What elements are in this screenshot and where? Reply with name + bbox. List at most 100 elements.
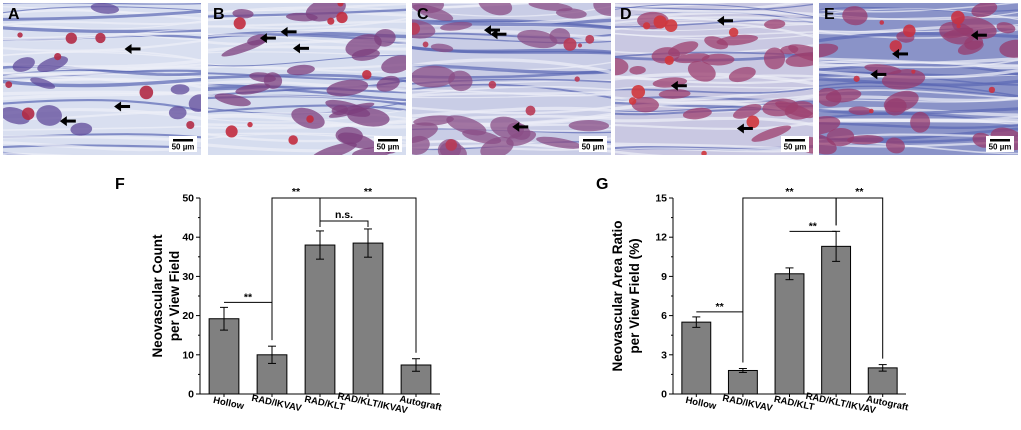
micrograph-tissue <box>328 102 375 118</box>
micrograph-fiber <box>412 45 611 54</box>
micrograph-tissue <box>884 98 907 116</box>
micrograph-tissue <box>448 70 473 92</box>
micrograph-tissue <box>412 122 438 144</box>
micrograph-tissue <box>326 79 369 97</box>
micrograph-vessel <box>728 27 739 38</box>
micrograph-vessel <box>412 22 421 35</box>
micrograph-tissue <box>763 47 786 70</box>
micrograph-tissue <box>263 72 283 89</box>
arrow-icon <box>717 15 725 26</box>
micrograph-fiber <box>819 57 1018 67</box>
micrograph-tissue <box>170 84 190 95</box>
micrograph-tissue <box>430 43 454 53</box>
micrograph-tissue <box>412 4 454 22</box>
micrograph-tissue <box>701 53 735 66</box>
bar <box>727 369 758 395</box>
arrow-icon <box>892 48 900 59</box>
panel-label: E <box>824 6 835 23</box>
micrograph-fiber <box>3 152 74 155</box>
micrograph-vessel <box>337 3 344 7</box>
micrograph-tissue <box>716 34 759 46</box>
micrograph-vessel <box>21 107 35 120</box>
micrograph-tissue <box>536 136 583 149</box>
arrow-icon <box>114 101 122 112</box>
micrograph-tissue <box>593 3 611 16</box>
micrograph-vessel <box>225 125 238 138</box>
arrow-icon <box>259 33 267 44</box>
panel-label: A <box>8 6 20 23</box>
micrograph-vessel <box>288 135 298 145</box>
micrograph-tissue <box>785 52 813 67</box>
micrograph-vessel <box>233 17 246 30</box>
arrow-icon <box>490 29 498 40</box>
micrograph-fiber <box>819 106 1018 117</box>
micrograph-d: D 50 µm <box>615 3 813 155</box>
micrograph-fiber <box>615 74 813 85</box>
micrograph-tissue <box>943 27 974 39</box>
micrograph-tissue <box>687 60 716 82</box>
micrograph-vessel <box>577 43 583 48</box>
micrograph-tissue <box>235 83 271 95</box>
micrograph-fiber <box>819 32 1018 43</box>
micrograph-vessel <box>17 32 23 38</box>
micrograph-fiber <box>615 10 813 21</box>
significance-bracket: ** <box>835 186 884 359</box>
micrograph-vessel <box>585 34 595 44</box>
micrograph-tissue <box>825 88 862 103</box>
micrograph-tissue <box>90 3 120 14</box>
micrograph-fiber <box>208 87 406 102</box>
micrograph-vessel <box>889 40 902 53</box>
micrograph-vessel <box>65 32 77 44</box>
micrograph-tissue <box>658 89 691 99</box>
micrograph-tissue <box>478 3 513 16</box>
significance-bracket: ** <box>696 301 743 313</box>
bar <box>774 273 805 395</box>
significance-label: n.s. <box>335 209 353 221</box>
micrograph-fiber <box>412 90 611 98</box>
micrograph-tissue <box>775 101 813 119</box>
bar <box>681 321 712 395</box>
micrograph-tissue <box>517 29 558 49</box>
x-tick-label: Hollow <box>684 395 717 412</box>
micrograph-tissue <box>881 69 926 90</box>
y-tick-label: 6 <box>661 310 667 322</box>
significance-bracket: ** <box>319 186 417 353</box>
significance-bracket: ** <box>224 291 272 303</box>
micrograph-fiber <box>412 106 611 118</box>
micrograph-tissue <box>826 127 855 147</box>
arrow-icon <box>670 80 678 91</box>
micrograph-tissue <box>440 21 473 31</box>
micrograph-tissue <box>751 125 792 142</box>
micrograph-fiber <box>412 58 611 74</box>
arrow-icon <box>870 69 878 80</box>
micrograph-fiber <box>208 104 406 113</box>
micrograph-fiber <box>615 16 813 26</box>
micrograph-vessel <box>746 115 760 129</box>
micrograph-fiber <box>819 11 1018 21</box>
micrograph-tissue <box>345 34 382 57</box>
micrograph-tissue <box>780 45 799 55</box>
micrograph-tissue <box>999 39 1018 58</box>
micrograph-fiber <box>3 26 201 34</box>
micrograph-fiber <box>819 59 1018 69</box>
panel-label: F <box>115 176 125 193</box>
micrograph-tissue <box>846 135 884 145</box>
micrograph-tissue <box>819 116 841 135</box>
bar <box>821 245 852 395</box>
micrograph-texture <box>819 3 1018 155</box>
micrograph-tissue <box>885 137 905 154</box>
micrograph-tissue <box>682 107 712 120</box>
micrograph-vessel <box>653 15 667 29</box>
micrograph-fiber <box>819 3 1018 13</box>
panel-label: D <box>620 6 632 23</box>
micrograph-fiber <box>208 3 406 14</box>
micrograph-texture <box>208 3 406 155</box>
micrograph-vessel <box>327 17 335 25</box>
micrograph-tissue <box>728 66 756 83</box>
y-tick-label: 10 <box>182 349 194 361</box>
micrograph-fiber <box>3 10 201 21</box>
y-axis-title: per View Field <box>167 251 182 342</box>
micrograph-vessel <box>631 85 646 99</box>
significance-label: ** <box>855 186 864 198</box>
micrograph-tissue <box>413 115 454 126</box>
